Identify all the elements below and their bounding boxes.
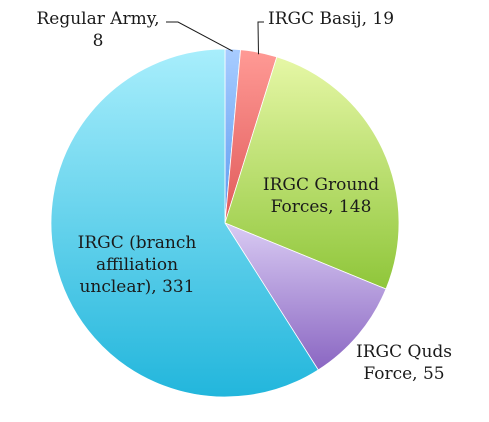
slice-label: IRGC Ground Forces, 148 [263, 175, 379, 217]
slice-label: IRGC Quds Force, 55 [356, 342, 452, 384]
pie-slice-irgc-branch-affiliation-unclear [50, 48, 319, 398]
slice-labels: Regular Army, 8 IRGC Basij, 19 IRGC Ground F… [36, 9, 452, 384]
leader-line [257, 21, 264, 55]
leader-line [166, 21, 233, 52]
slice-label: IRGC (branch affiliation unclear), 331 [78, 233, 197, 297]
slice-label: IRGC Basij, 19 [268, 9, 394, 29]
pie-slice-irgc-ground-forces [224, 56, 400, 290]
pie-slice-irgc-quds-force [223, 222, 387, 371]
leader-lines [166, 21, 264, 55]
pie-slices [50, 48, 400, 398]
slice-label: Regular Army, 8 [36, 9, 159, 51]
